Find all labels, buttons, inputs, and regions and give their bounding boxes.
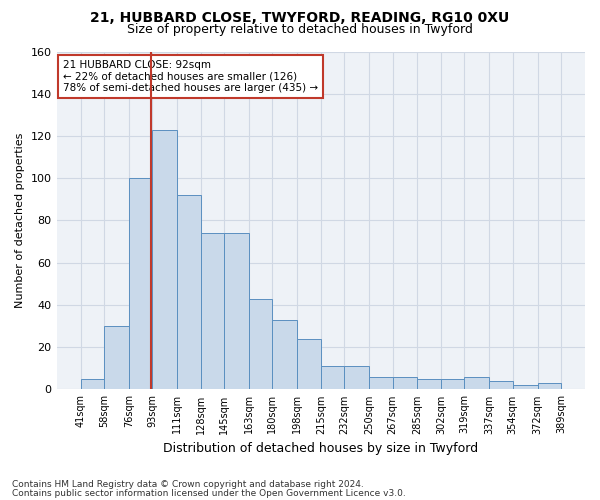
Bar <box>489 381 512 390</box>
Bar <box>512 385 538 390</box>
Text: Contains public sector information licensed under the Open Government Licence v3: Contains public sector information licen… <box>12 488 406 498</box>
Bar <box>392 377 418 390</box>
Bar <box>464 377 489 390</box>
Bar <box>224 233 249 390</box>
X-axis label: Distribution of detached houses by size in Twyford: Distribution of detached houses by size … <box>163 442 478 455</box>
Bar <box>104 326 129 390</box>
Text: 21, HUBBARD CLOSE, TWYFORD, READING, RG10 0XU: 21, HUBBARD CLOSE, TWYFORD, READING, RG1… <box>91 12 509 26</box>
Text: Contains HM Land Registry data © Crown copyright and database right 2024.: Contains HM Land Registry data © Crown c… <box>12 480 364 489</box>
Bar <box>298 338 321 390</box>
Bar <box>321 366 344 390</box>
Bar <box>152 130 177 390</box>
Text: 21 HUBBARD CLOSE: 92sqm
← 22% of detached houses are smaller (126)
78% of semi-d: 21 HUBBARD CLOSE: 92sqm ← 22% of detache… <box>63 60 318 93</box>
Bar <box>272 320 298 390</box>
Bar <box>418 379 441 390</box>
Bar <box>80 379 104 390</box>
Text: Size of property relative to detached houses in Twyford: Size of property relative to detached ho… <box>127 22 473 36</box>
Bar <box>344 366 369 390</box>
Bar <box>200 233 224 390</box>
Bar <box>538 383 561 390</box>
Bar <box>369 377 392 390</box>
Y-axis label: Number of detached properties: Number of detached properties <box>15 133 25 308</box>
Bar <box>177 195 200 390</box>
Bar <box>441 379 464 390</box>
Bar <box>249 298 272 390</box>
Bar <box>129 178 152 390</box>
